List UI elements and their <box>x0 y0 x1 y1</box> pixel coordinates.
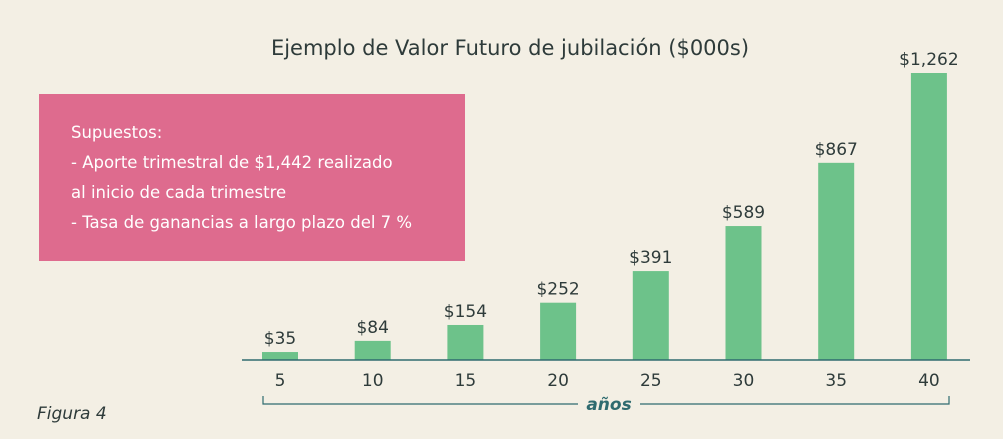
bar-35 <box>818 162 855 360</box>
bar-15 <box>447 324 484 360</box>
assumption-contribution: - Aporte trimestral de $1,442 realizado <box>71 153 393 172</box>
x-tick-35: 35 <box>825 371 847 391</box>
x-tick-10: 10 <box>362 371 384 391</box>
assumption-contribution-timing: al inicio de cada trimestre <box>71 183 287 202</box>
bar-25 <box>632 271 669 360</box>
bar-10 <box>354 340 391 360</box>
bar-5 <box>262 352 298 360</box>
value-label-35: $867 <box>815 140 858 160</box>
value-label-10: $84 <box>356 318 388 338</box>
x-tick-15: 15 <box>455 371 477 391</box>
bar-20 <box>540 302 577 360</box>
x-tick-labels: 5 10 15 20 25 30 35 40 <box>275 371 940 391</box>
value-label-30: $589 <box>722 203 765 223</box>
bars-group: $35 $84 $154 $252 $391 $589 $867 $1,262 <box>262 50 959 360</box>
x-tick-5: 5 <box>275 371 286 391</box>
value-label-20: $252 <box>536 280 579 300</box>
assumptions-box: Supuestos: - Aporte trimestral de $1,442… <box>39 94 465 261</box>
bar-30 <box>725 226 762 360</box>
value-label-15: $154 <box>444 302 487 322</box>
x-axis-label: años <box>586 395 631 415</box>
value-label-40: $1,262 <box>899 50 958 70</box>
assumptions-heading: Supuestos: <box>71 123 163 142</box>
x-tick-30: 30 <box>733 371 755 391</box>
value-label-5: $35 <box>264 329 296 349</box>
x-tick-25: 25 <box>640 371 662 391</box>
assumption-rate: - Tasa de ganancias a largo plazo del 7 … <box>71 213 413 232</box>
value-label-25: $391 <box>629 248 672 268</box>
x-axis-bracket <box>262 396 950 405</box>
figure-label: Figura 4 <box>37 404 107 424</box>
bar-40 <box>910 73 947 360</box>
x-tick-20: 20 <box>547 371 569 391</box>
chart-title: Ejemplo de Valor Futuro de jubilación ($… <box>271 36 749 60</box>
x-tick-40: 40 <box>918 371 940 391</box>
